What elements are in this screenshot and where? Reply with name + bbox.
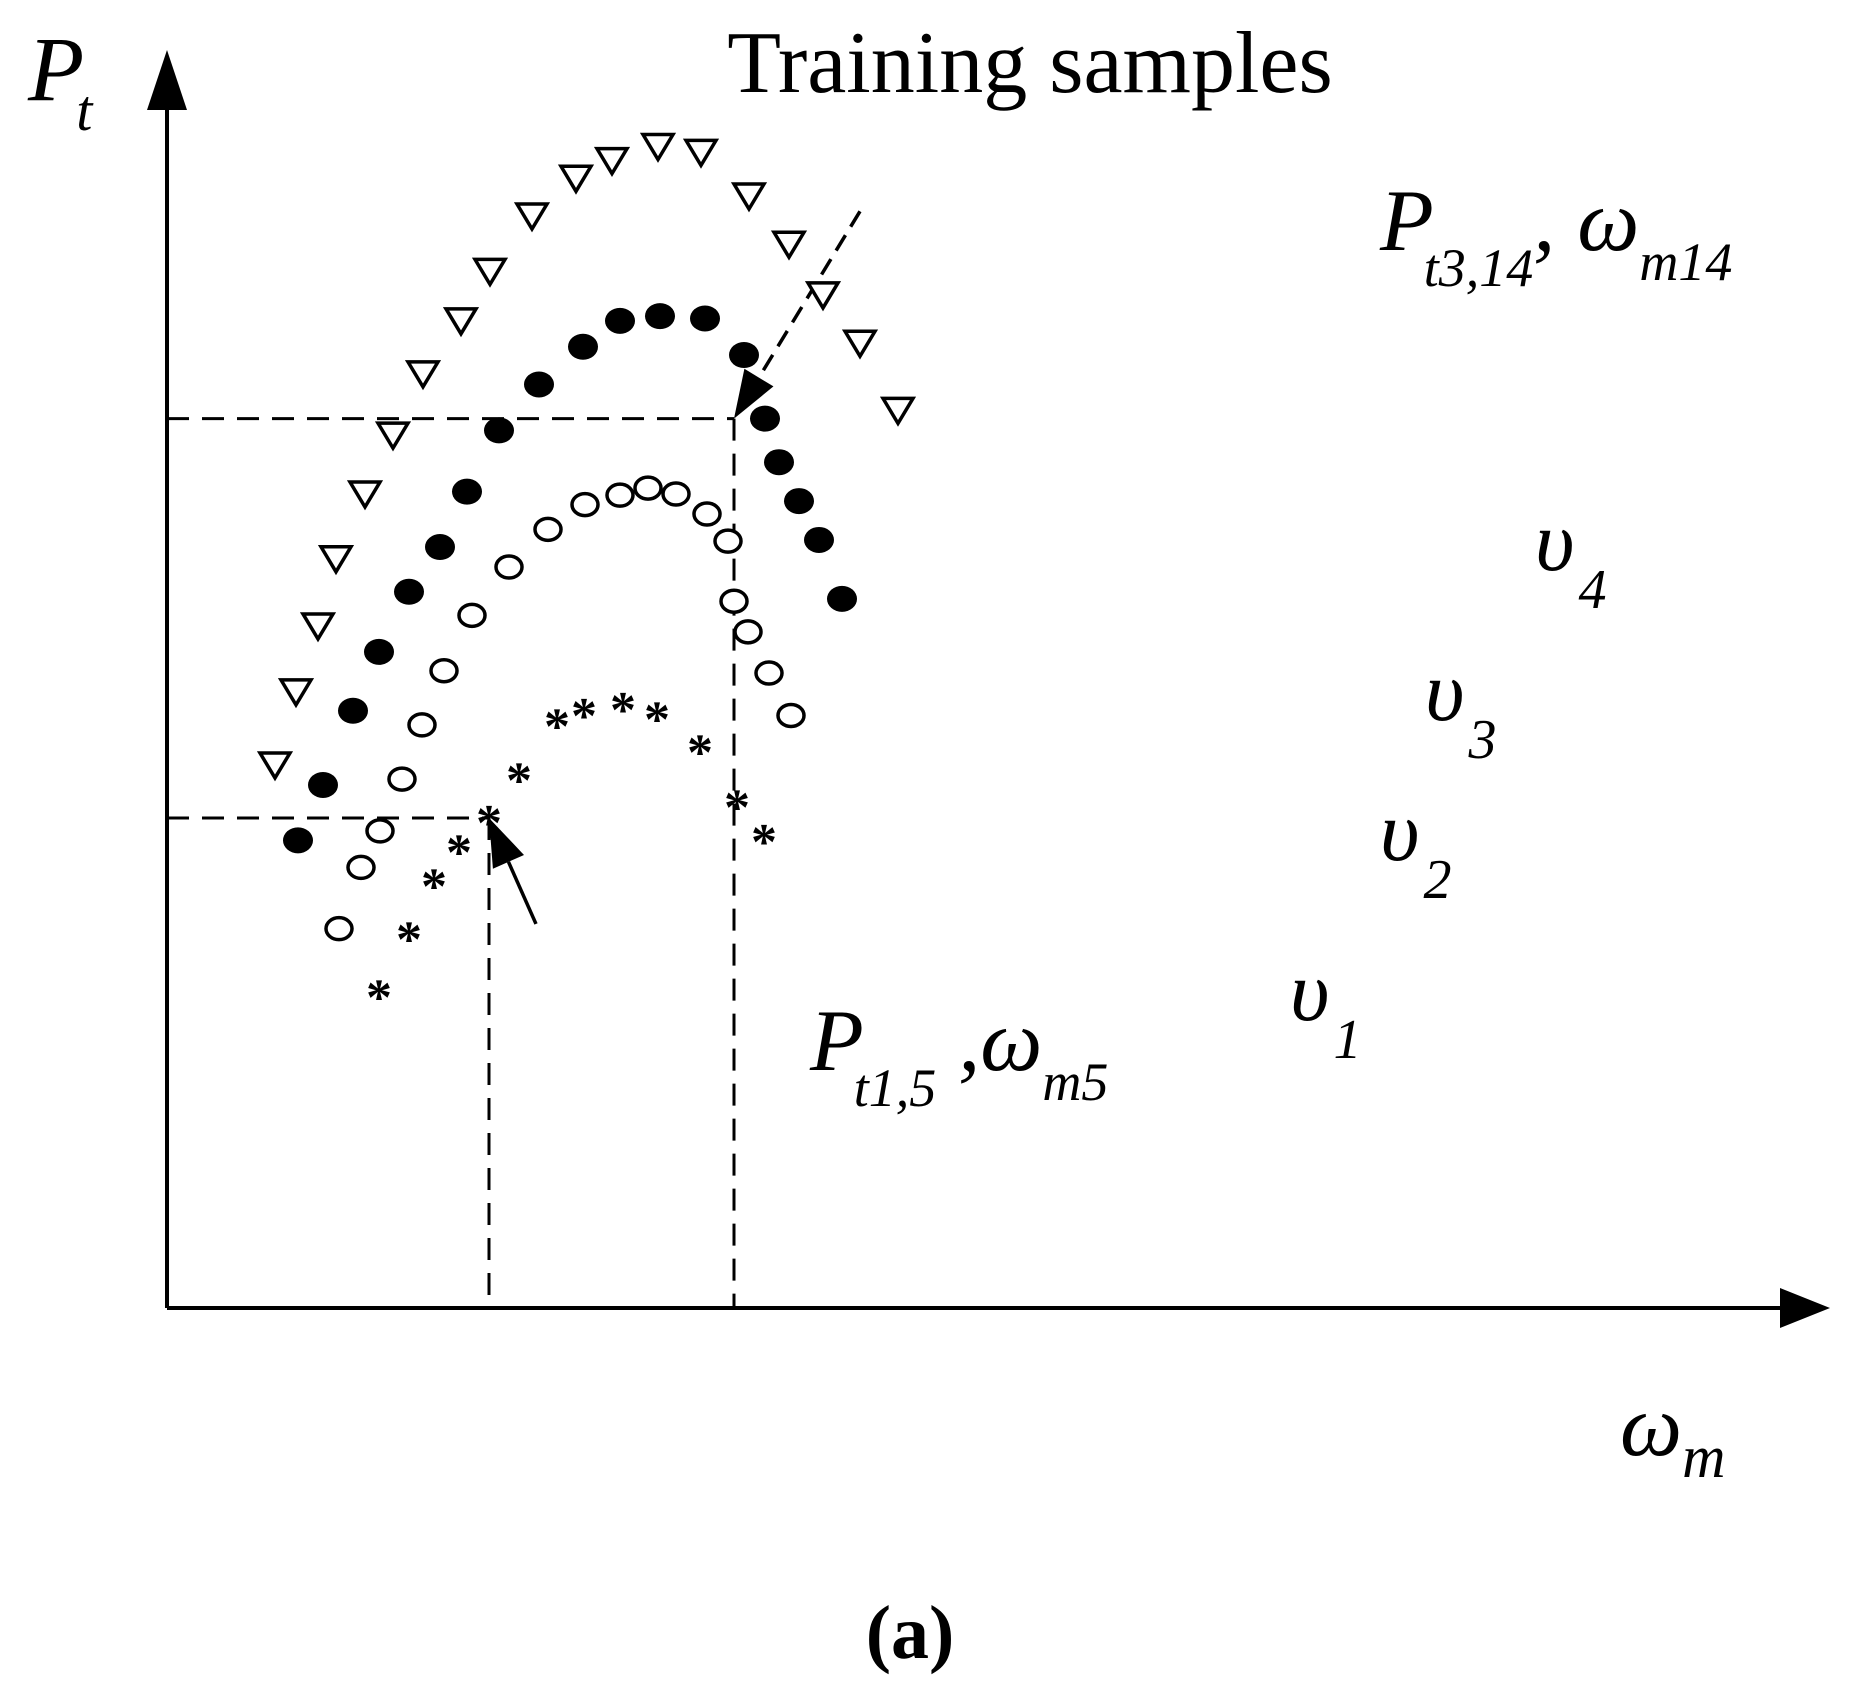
point-s2-2 — [346, 854, 376, 881]
point-s4-4 — [317, 545, 355, 576]
point-s4-1 — [256, 751, 294, 782]
point-s3-19 — [827, 585, 857, 612]
annotation-label-2: Pt3,14, ωm14 — [1379, 173, 1732, 298]
series-3-group — [283, 303, 857, 854]
point-s1-6: * — [506, 753, 532, 810]
series-label-3: υ3 — [1425, 643, 1496, 771]
point-s2-19 — [776, 702, 806, 729]
point-s2-9 — [533, 516, 563, 543]
point-s3-5 — [394, 578, 424, 605]
series-4-group — [256, 132, 917, 782]
point-s3-16 — [764, 449, 794, 476]
point-s1-8: * — [571, 688, 597, 745]
point-s2-15 — [713, 528, 743, 554]
point-s4-13 — [639, 132, 677, 163]
point-s1-3: * — [421, 859, 447, 916]
point-s2-8 — [494, 554, 524, 580]
point-s1-10: * — [644, 691, 670, 748]
point-s4-2 — [277, 678, 315, 709]
point-s3-6 — [425, 534, 455, 561]
point-s3-3 — [338, 697, 368, 724]
point-s4-15 — [730, 182, 768, 213]
point-s2-7 — [457, 602, 487, 629]
point-s2-14 — [692, 501, 722, 527]
chart-title: Training samples — [727, 15, 1332, 112]
point-s4-11 — [557, 164, 595, 195]
point-s2-16 — [719, 588, 749, 614]
dashed-guides — [167, 417, 736, 1308]
point-s4-10 — [513, 202, 551, 233]
point-s4-7 — [404, 360, 442, 391]
axes — [147, 50, 1830, 1328]
point-s3-4 — [364, 638, 394, 665]
point-s3-7 — [452, 478, 482, 505]
point-s2-5 — [407, 712, 437, 738]
point-s2-4 — [387, 766, 417, 792]
annotation-arrow-shaft-1 — [506, 861, 538, 925]
point-s1-1: * — [366, 969, 392, 1026]
point-s3-1 — [283, 827, 313, 854]
point-s1-13: * — [751, 814, 777, 871]
point-s4-5 — [346, 480, 384, 511]
annotation-arrows — [489, 210, 862, 925]
point-s4-17 — [804, 281, 842, 312]
point-s4-6 — [374, 421, 412, 452]
point-s3-14 — [729, 341, 759, 368]
point-s2-1 — [324, 915, 354, 942]
point-s3-11 — [605, 307, 635, 334]
x-axis-label: ωm — [1620, 1378, 1725, 1490]
x-axis-arrowhead — [1780, 1288, 1830, 1328]
point-s4-18 — [841, 329, 879, 360]
series-label-2: υ2 — [1380, 783, 1451, 911]
series-1-group: ******* * * **** — [366, 682, 777, 1026]
point-s1-11: * — [687, 724, 713, 781]
point-s3-18 — [804, 526, 834, 553]
point-s2-3 — [365, 818, 395, 844]
annotation-label-1: Pt1,5 ,ωm5 — [809, 993, 1108, 1118]
y-axis-label: Pt — [27, 18, 94, 143]
point-s4-14 — [682, 138, 720, 169]
data-marks: ******* * * **** — [256, 132, 917, 1026]
point-s1-12: * — [724, 780, 750, 837]
point-s3-15 — [750, 405, 780, 432]
point-s1-2: * — [396, 912, 422, 969]
panel-label: (a) — [866, 1591, 955, 1675]
point-s2-13 — [661, 481, 691, 507]
point-s2-10 — [570, 491, 600, 518]
point-s1-5: * — [476, 795, 502, 852]
point-s4-8 — [442, 307, 480, 338]
point-s3-9 — [524, 371, 554, 398]
point-s2-18 — [754, 660, 784, 686]
point-s3-12 — [645, 303, 675, 330]
series-label-1: υ1 — [1290, 943, 1361, 1071]
point-s4-3 — [299, 612, 337, 643]
point-s1-9: * — [610, 682, 636, 739]
point-s3-17 — [784, 488, 814, 515]
annotation-arrowhead-1 — [489, 817, 524, 869]
annotation-arrow-shaft-2 — [757, 210, 862, 379]
point-s3-10 — [568, 333, 598, 360]
point-s3-13 — [690, 305, 720, 332]
y-axis-arrowhead — [147, 50, 187, 110]
point-s2-11 — [605, 482, 635, 508]
point-s3-2 — [308, 771, 338, 798]
point-s4-12 — [593, 146, 631, 178]
point-s2-12 — [633, 475, 663, 501]
point-s3-8 — [484, 417, 514, 444]
point-s4-9 — [471, 257, 509, 288]
point-s4-16 — [770, 230, 808, 261]
point-s1-7: * — [544, 698, 570, 755]
point-s1-4: * — [446, 824, 472, 881]
point-s2-6 — [429, 657, 459, 684]
series-2-group — [324, 475, 806, 942]
point-s2-17 — [733, 619, 763, 645]
annotation-arrowhead-2 — [734, 368, 774, 419]
series-label-4: υ4 — [1535, 493, 1606, 621]
point-s4-19 — [879, 396, 917, 427]
